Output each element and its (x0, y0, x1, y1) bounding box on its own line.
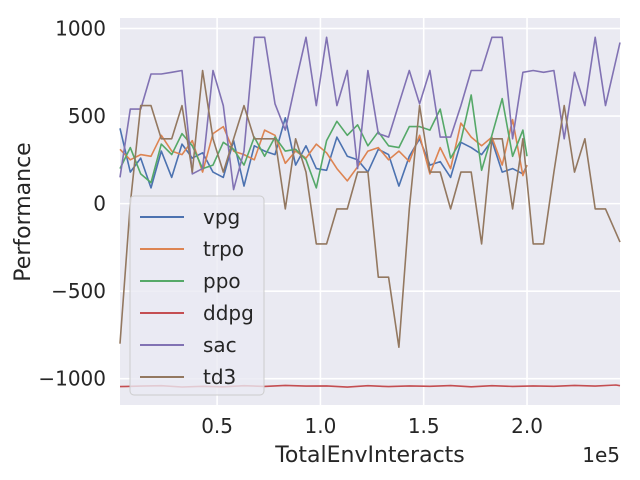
legend: vpg trpo ppo ddpg sac td3 (129, 195, 265, 396)
series-layer (119, 36, 621, 388)
y-tick-label: −1000 (38, 367, 106, 391)
x-tick-label: 1.5 (408, 414, 440, 438)
y-tick-label: −500 (51, 279, 106, 303)
legend-box (129, 195, 265, 396)
y-tick-labels: −1000 −500 0 500 1000 (38, 17, 106, 391)
x-tick-labels: 0.5 1.0 1.5 2.0 (201, 414, 543, 438)
y-tick-label: 0 (93, 192, 106, 216)
series-line-td3 (119, 69, 621, 349)
y-tick-label: 1000 (55, 17, 106, 41)
legend-label-sac: sac (203, 333, 237, 357)
legend-label-ppo: ppo (203, 269, 241, 293)
legend-label-td3: td3 (203, 365, 236, 389)
y-axis-label: Performance (11, 142, 36, 281)
y-tick-label: 500 (68, 104, 106, 128)
legend-label-ddpg: ddpg (203, 301, 254, 325)
x-tick-label: 2.0 (511, 414, 543, 438)
grid (120, 18, 620, 405)
series-line-sac (119, 36, 621, 191)
x-axis-label: TotalEnvInteracts (274, 443, 465, 468)
x-tick-label: 1.0 (305, 414, 337, 438)
legend-label-vpg: vpg (203, 205, 240, 229)
x-tick-label: 0.5 (201, 414, 233, 438)
legend-label-trpo: trpo (203, 237, 244, 261)
x-offset-text: 1e5 (582, 443, 620, 467)
